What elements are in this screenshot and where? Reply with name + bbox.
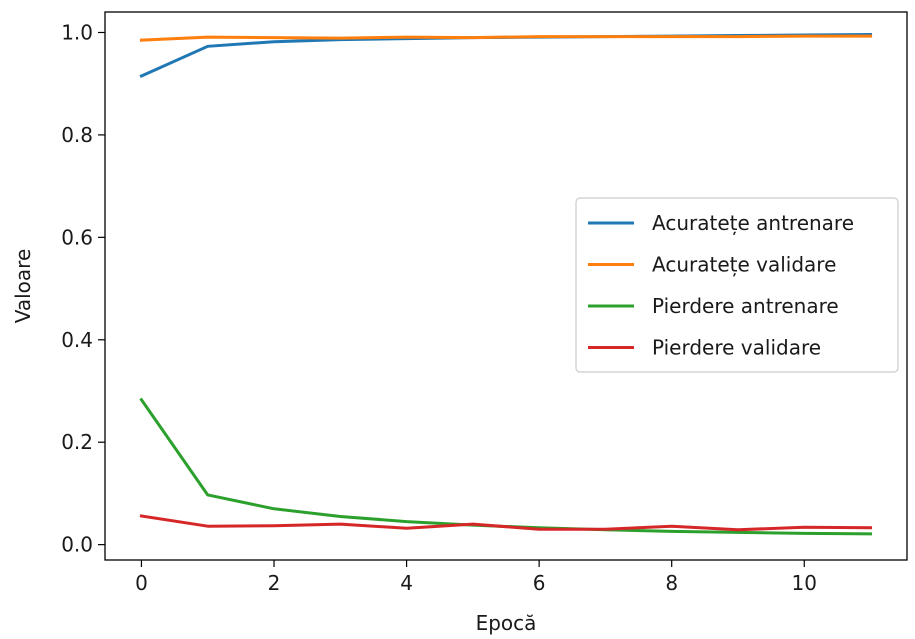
x-tick-label: 2 <box>268 571 281 595</box>
series-line-acuratete-validare <box>139 34 873 42</box>
x-tick-label: 0 <box>135 571 148 595</box>
y-tick-label: 0.0 <box>61 533 93 557</box>
legend: Acuratețe antrenare Acuratețe validare Pie… <box>575 197 899 373</box>
legend-box <box>575 197 899 373</box>
axes-frame <box>104 11 908 561</box>
y-axis-title: Valoare <box>11 249 35 324</box>
x-axis: 0 2 4 6 8 10 <box>135 560 817 595</box>
y-tick-label: 1.0 <box>61 20 93 44</box>
series-line-acuratete-antrenare <box>139 33 873 79</box>
legend-label: Acuratețe antrenare <box>652 211 854 235</box>
x-tick-label: 4 <box>400 571 413 595</box>
series-line-pierdere-antrenare <box>139 397 873 536</box>
x-tick-label: 6 <box>533 571 546 595</box>
y-axis: 0.0 0.2 0.4 0.6 0.8 1.0 <box>61 20 105 557</box>
legend-label: Pierdere antrenare <box>652 294 839 318</box>
y-tick-label: 0.4 <box>61 328 93 352</box>
y-tick-label: 0.6 <box>61 225 93 249</box>
x-tick-label: 10 <box>792 571 817 595</box>
legend-label: Pierdere validare <box>652 336 821 360</box>
series-line-pierdere-validare <box>139 514 873 532</box>
y-tick-label: 0.8 <box>61 123 93 147</box>
legend-label: Acuratețe validare <box>652 253 836 277</box>
x-axis-title: Epocă <box>476 611 537 635</box>
series-layer <box>139 33 873 536</box>
x-tick-label: 8 <box>665 571 678 595</box>
y-tick-label: 0.2 <box>61 430 93 454</box>
